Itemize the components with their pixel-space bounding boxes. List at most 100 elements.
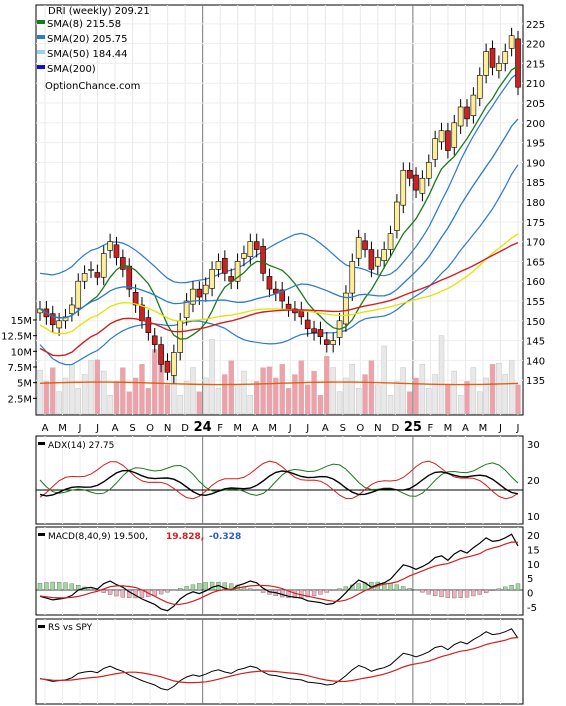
price-tick-225: 225 xyxy=(526,20,545,31)
x-label-25: M xyxy=(479,423,488,434)
volume-bar-24 xyxy=(190,367,196,415)
vol-tick-15M: 15M xyxy=(11,316,32,327)
rs-average-line xyxy=(39,636,519,684)
x-label-26: J xyxy=(498,423,502,434)
candle-body-54 xyxy=(381,249,387,261)
price-tick-220: 220 xyxy=(526,40,545,51)
macd-hist-35 xyxy=(260,589,266,593)
macd-value-3: -0.328 xyxy=(209,532,241,542)
candle-body-15 xyxy=(132,291,139,306)
macd-hist-45 xyxy=(324,589,329,593)
candle-body-17 xyxy=(145,317,152,333)
volume-bar-63 xyxy=(438,335,445,415)
candle-body-22 xyxy=(177,320,184,353)
macd-hist-71 xyxy=(490,589,495,591)
macd-tick-3: 10 xyxy=(527,560,540,571)
candle-body-10 xyxy=(100,253,107,278)
adx-title: ADX(14) 27.75 xyxy=(48,441,114,451)
sma200-line xyxy=(39,241,519,357)
volume-bar-45 xyxy=(324,356,330,415)
candle-body-49 xyxy=(349,261,356,294)
x-label-11: M xyxy=(233,423,242,434)
candle-body-23 xyxy=(183,300,190,318)
price-candles xyxy=(37,27,521,384)
rs-title: RS vs SPY xyxy=(48,623,93,633)
rs-lines xyxy=(39,628,519,691)
macd-lines: -5 0 5 10 15 20 xyxy=(36,531,540,614)
volume-bar-37 xyxy=(273,377,279,415)
source-label: OptionChance.com xyxy=(45,81,140,92)
volume-bar-2 xyxy=(50,367,56,415)
macd-hist-62 xyxy=(432,589,438,596)
volume-bar-52 xyxy=(368,360,375,415)
rs-title-swatch xyxy=(38,625,45,628)
volume-bar-23 xyxy=(183,381,190,415)
x-label-14: J xyxy=(288,423,292,434)
legend-sma8: SMA(8) 215.58 xyxy=(47,19,121,30)
legend-sma50: SMA(50) 184.44 xyxy=(47,49,128,60)
volume-bar-8 xyxy=(88,360,94,415)
volume-bar-62 xyxy=(432,374,438,415)
volume-bar-54 xyxy=(381,345,387,415)
legend-sma200: SMA(200) xyxy=(47,64,96,75)
candle-body-7 xyxy=(81,272,88,282)
adx-line xyxy=(39,469,519,497)
candle-body-46 xyxy=(330,340,336,345)
candle-body-5 xyxy=(69,304,75,314)
price-tick-150: 150 xyxy=(526,317,545,328)
candle-body-6 xyxy=(75,280,82,309)
price-tick-135: 135 xyxy=(526,376,545,387)
macd-hist-69 xyxy=(477,589,482,595)
candle-body-19 xyxy=(158,344,164,365)
candle-body-68 xyxy=(470,94,477,117)
candle-body-62 xyxy=(432,138,438,160)
volume-bar-1 xyxy=(43,381,50,415)
volume-bar-34 xyxy=(253,381,260,415)
x-label-1: M xyxy=(58,423,67,434)
candle-body-36 xyxy=(266,276,273,290)
candle-body-66 xyxy=(457,106,464,127)
candle-body-50 xyxy=(355,237,362,259)
macd-tick-1: 0 xyxy=(527,589,533,600)
vol-tick-10M: 10M xyxy=(11,347,32,358)
x-axis-labels: A M J J A S O N D 24 F M A M J J A S O N D 25 F M A M J J xyxy=(42,420,520,435)
legend-swatch-sma8 xyxy=(37,20,45,24)
volume-bar-15 xyxy=(132,377,139,415)
volume-bar-9 xyxy=(94,359,101,415)
volume-bar-16 xyxy=(139,363,145,415)
macd-hist-4 xyxy=(63,582,68,591)
macd-hist-11 xyxy=(107,589,113,595)
macd-hist-8 xyxy=(88,588,94,591)
candle-body-28 xyxy=(215,261,222,270)
macd-hist-61 xyxy=(426,589,431,595)
macd-hist-56 xyxy=(394,584,400,591)
volume-bar-5 xyxy=(69,363,75,415)
vol-tick-7.5M: 7.5M xyxy=(7,363,32,374)
x-label-8: D xyxy=(181,423,189,434)
macd-hist-26 xyxy=(203,582,208,591)
candle-body-72 xyxy=(496,63,502,71)
macd-title-swatch xyxy=(38,533,45,536)
price-tick-165: 165 xyxy=(526,257,545,268)
axis-labels: 135 140 145 150 155 160 165 170 175 180 185 190 195 2… xyxy=(1,20,545,405)
volume-bar-68 xyxy=(470,367,477,415)
volume-bar-60 xyxy=(419,363,426,415)
candle-body-74 xyxy=(508,35,515,49)
candle-body-16 xyxy=(139,304,145,322)
price-tick-155: 155 xyxy=(526,297,545,308)
candle-body-9 xyxy=(94,272,101,278)
candle-body-35 xyxy=(260,246,266,274)
price-tick-180: 180 xyxy=(526,198,545,209)
adx-lines: 10 20 30 xyxy=(36,440,540,523)
macd-hist-10 xyxy=(101,589,106,593)
adx-title-swatch xyxy=(38,442,45,445)
volume-bar-43 xyxy=(311,370,317,415)
macd-value-2: 19.828, xyxy=(166,532,204,542)
candle-body-71 xyxy=(489,48,496,68)
volume-bar-26 xyxy=(203,377,209,415)
volume-bar-25 xyxy=(196,391,203,415)
legend: DRI (weekly) 209.21 SMA(8) 215.58 SMA(20… xyxy=(37,6,150,92)
price-tick-140: 140 xyxy=(526,356,545,367)
macd-hist-73 xyxy=(503,586,508,591)
